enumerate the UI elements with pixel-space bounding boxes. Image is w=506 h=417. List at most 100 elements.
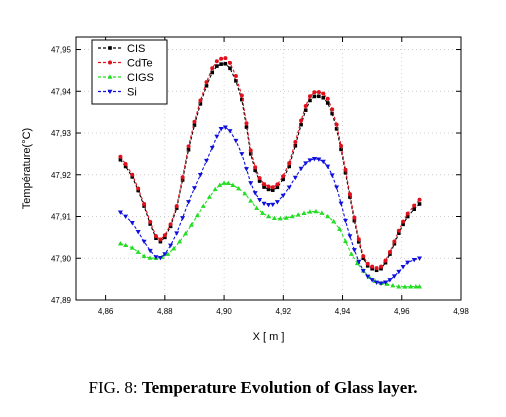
y-axis-label: Température(°C)	[21, 128, 33, 209]
data-point-cis	[397, 231, 401, 236]
data-point-cdte	[383, 258, 388, 263]
data-point-cigs	[417, 284, 423, 289]
data-point-cdte	[186, 144, 191, 149]
data-point-si	[117, 210, 123, 215]
data-point-si	[197, 172, 203, 178]
data-point-cis	[330, 111, 334, 116]
data-point-cis	[123, 164, 128, 169]
data-point-cigs	[221, 180, 227, 185]
data-point-cigs	[384, 281, 390, 286]
data-point-cis	[365, 264, 370, 268]
data-point-si	[214, 134, 220, 140]
data-point-cdte	[347, 192, 352, 197]
data-point-cdte	[239, 93, 244, 98]
x-tick-label: 4,88	[157, 307, 173, 316]
y-tick-label: 47,92	[51, 171, 72, 180]
data-point-cdte	[321, 91, 326, 96]
data-point-si	[411, 257, 417, 263]
data-point-cdte	[174, 204, 179, 209]
data-point-cdte	[352, 215, 357, 220]
data-point-si	[233, 138, 239, 144]
data-point-si	[222, 125, 228, 130]
series-layer	[117, 56, 423, 289]
data-point-cis	[248, 152, 253, 156]
data-point-si	[286, 185, 292, 190]
data-point-si	[316, 157, 322, 162]
data-point-cigs	[206, 194, 212, 199]
data-point-cigs	[200, 203, 206, 208]
data-point-cis	[234, 79, 238, 83]
data-point-si	[239, 152, 245, 157]
data-point-cdte	[417, 197, 422, 202]
data-point-cdte	[339, 143, 344, 148]
y-tick-label: 47,95	[51, 46, 72, 55]
data-point-cigs	[413, 284, 419, 289]
data-point-cdte	[281, 174, 286, 179]
legend-marker-cigs	[107, 74, 113, 79]
data-point-cis	[275, 185, 280, 190]
data-point-cdte	[148, 219, 153, 224]
data-point-cis	[142, 204, 146, 208]
data-point-si	[387, 278, 393, 283]
data-point-cis	[339, 147, 343, 152]
data-point-cigs	[266, 213, 271, 219]
data-point-si	[343, 218, 348, 224]
data-point-cigs	[135, 249, 141, 254]
data-point-si	[257, 198, 263, 203]
data-point-si	[391, 274, 397, 279]
legend-box	[91, 39, 168, 105]
data-point-cdte	[365, 261, 370, 266]
data-point-cis	[334, 127, 339, 131]
legend-label-cis: CIS	[127, 43, 145, 55]
data-point-cis	[210, 70, 215, 75]
legend-marker-cdte	[108, 60, 112, 65]
data-point-cdte	[219, 56, 224, 61]
data-point-si	[123, 214, 129, 219]
data-point-si	[400, 264, 406, 270]
data-point-si	[320, 159, 326, 165]
data-point-cdte	[123, 161, 128, 166]
data-point-cdte	[370, 264, 375, 269]
data-point-cis	[388, 252, 392, 256]
data-point-cis	[253, 168, 257, 173]
data-point-si	[270, 202, 276, 208]
data-point-cigs	[307, 209, 313, 214]
legend: CIS CdTe CIGS Si	[91, 39, 168, 105]
data-point-si	[334, 185, 340, 190]
series-cdte	[118, 56, 422, 271]
y-tick-label: 47,93	[51, 129, 72, 138]
data-point-cigs	[343, 238, 348, 244]
data-point-cis	[192, 123, 197, 127]
data-point-cis	[174, 206, 179, 210]
data-point-cigs	[147, 255, 153, 260]
data-point-cdte	[253, 165, 258, 170]
data-point-cis	[257, 179, 262, 183]
data-point-cis	[405, 214, 410, 219]
data-point-si	[162, 252, 168, 257]
data-point-cigs	[225, 180, 231, 186]
data-point-cdte	[266, 184, 271, 189]
data-point-si	[153, 255, 159, 260]
data-point-si	[356, 259, 362, 265]
axis-ticks: 4,86 4,88 4,90 4,92 4,94 4,96 4,98 47,89 47,90 47…	[51, 37, 469, 316]
data-point-cigs	[348, 251, 354, 256]
data-point-si	[203, 158, 209, 164]
data-point-cigs	[301, 210, 307, 215]
data-point-cdte	[210, 66, 215, 71]
data-point-si	[405, 260, 411, 266]
data-point-cdte	[130, 172, 135, 177]
caption-prefix: FIG. 8:	[88, 378, 142, 397]
data-point-si	[365, 274, 371, 280]
data-point-cis	[370, 266, 374, 271]
data-point-si	[252, 191, 258, 196]
data-point-cis	[244, 125, 249, 129]
data-point-cigs	[402, 284, 408, 289]
data-point-cdte	[228, 60, 232, 65]
data-point-si	[280, 193, 286, 199]
data-point-si	[360, 268, 366, 274]
series-cis	[118, 61, 422, 273]
data-point-cis	[383, 260, 388, 265]
legend-label-cigs: CIGS	[127, 72, 154, 84]
data-point-cigs	[248, 198, 254, 203]
data-point-si	[261, 201, 267, 207]
